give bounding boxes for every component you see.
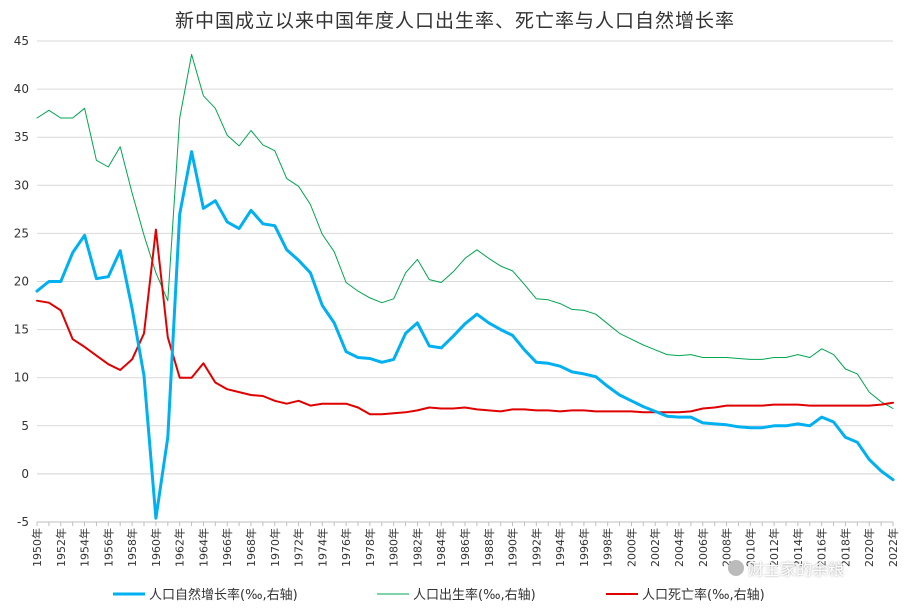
x-axis-ticks: 1950年 1952年 1954年 1956年 1958年 1960年 1962年 1964年… [30, 521, 900, 567]
x-tick-label: 2008年 [720, 528, 734, 567]
x-tick-label: 2000年 [624, 528, 638, 567]
watermark: 财主家的余粮 [728, 556, 844, 580]
x-tick-label: 1976年 [339, 528, 353, 567]
x-tick-label: 1972年 [292, 528, 306, 567]
series-lines [35, 54, 895, 520]
x-tick-label: 1998年 [601, 528, 615, 567]
x-tick-label: 1966年 [220, 528, 234, 567]
y-tick-label: 20 [14, 275, 29, 289]
x-tick-label: 2010年 [743, 528, 757, 567]
x-tick-label: 1970年 [268, 528, 282, 567]
y-tick-label: 45 [14, 34, 29, 48]
x-tick-label: 2020年 [862, 528, 876, 567]
y-axis-ticks: -5 0 5 10 15 20 25 30 35 40 45 [14, 34, 29, 529]
x-tick-label: 1978年 [363, 528, 377, 567]
x-tick-label: 2016年 [815, 528, 829, 567]
legend: 人口自然增长率(‰,右轴) 人口出生率(‰,右轴) 人口死亡率(‰,右轴) [113, 587, 765, 603]
legend-label-2: 人口死亡率(‰,右轴) [642, 587, 765, 603]
x-tick-label: 2002年 [648, 528, 662, 567]
x-tick-label: 2018年 [838, 528, 852, 567]
series-line-0 [35, 150, 895, 520]
y-tick-label: 35 [14, 130, 29, 144]
legend-label-0: 人口自然增长率(‰,右轴) [149, 587, 298, 603]
x-tick-label: 1980年 [387, 528, 401, 567]
x-tick-label: 1960年 [149, 528, 163, 567]
x-tick-label: 1992年 [529, 528, 543, 567]
watermark-text: 财主家的余粮 [748, 560, 845, 579]
y-tick-label: -5 [17, 515, 29, 529]
x-tick-label: 1968年 [244, 528, 258, 567]
y-tick-label: 10 [14, 371, 29, 385]
y-tick-label: 0 [21, 467, 29, 481]
x-tick-label: 1950年 [30, 528, 44, 567]
y-tick-label: 25 [14, 226, 29, 240]
x-tick-label: 1986年 [458, 528, 472, 567]
x-tick-label: 1990年 [506, 528, 520, 567]
x-tick-label: 1996年 [577, 528, 591, 567]
y-tick-label: 30 [14, 178, 29, 192]
x-tick-label: 2012年 [767, 528, 781, 567]
x-tick-label: 1958年 [125, 528, 139, 567]
x-tick-label: 1954年 [78, 528, 92, 567]
x-tick-label: 1984年 [434, 528, 448, 567]
chart-title: 新中国成立以来中国年度人口出生率、死亡率与人口自然增长率 [174, 10, 735, 32]
y-tick-label: 40 [14, 82, 29, 96]
x-tick-label: 1964年 [196, 528, 210, 567]
x-tick-label: 1994年 [553, 528, 567, 567]
series-line-2 [36, 228, 894, 416]
x-tick-label: 1952年 [54, 528, 68, 567]
x-tick-label: 1988年 [482, 528, 496, 567]
x-tick-label: 2022年 [886, 528, 900, 567]
y-tick-label: 5 [21, 419, 29, 433]
x-tick-label: 1962年 [173, 528, 187, 567]
legend-label-1: 人口出生率(‰,右轴) [413, 587, 536, 603]
x-tick-label: 1956年 [101, 528, 115, 567]
x-tick-label: 2006年 [696, 528, 710, 567]
series-line-1 [36, 54, 894, 409]
wechat-icon [728, 560, 744, 576]
x-tick-label: 1982年 [410, 528, 424, 567]
y-tick-label: 15 [14, 323, 29, 337]
x-tick-label: 2004年 [672, 528, 686, 567]
x-tick-label: 1974年 [315, 528, 329, 567]
x-tick-label: 2014年 [791, 528, 805, 567]
